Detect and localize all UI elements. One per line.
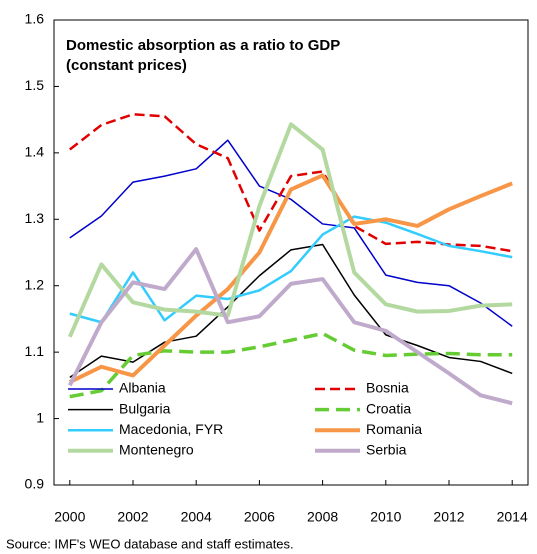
series-line — [69, 139, 513, 327]
series-line — [69, 331, 513, 399]
source-note: Source: IMF's WEO database and staff est… — [6, 536, 294, 551]
x-tick-label: 2004 — [181, 509, 212, 525]
legend-label: Bosnia — [366, 380, 409, 396]
x-tick-label: 2000 — [54, 509, 85, 525]
legend-label: Montenegro — [119, 442, 194, 458]
y-tick-label: 1.6 — [25, 11, 45, 27]
x-tick-label: 2010 — [370, 509, 401, 525]
series-line — [68, 247, 513, 406]
series-line — [67, 122, 513, 338]
y-tick-label: 1.1 — [25, 343, 45, 359]
legend-label: Croatia — [366, 400, 411, 416]
y-tick-label: 1.3 — [25, 210, 45, 226]
series-line — [69, 215, 513, 324]
y-tick-label: 1.4 — [25, 144, 45, 160]
series-line — [69, 113, 513, 253]
legend-label: Serbia — [366, 442, 407, 458]
y-tick-label: 0.9 — [25, 476, 45, 492]
legend-label: Albania — [119, 380, 166, 396]
y-tick-label: 1.2 — [25, 276, 45, 292]
series-line — [68, 173, 513, 384]
legend-label: Bulgaria — [119, 400, 171, 416]
x-tick-label: 2008 — [307, 509, 338, 525]
x-tick-label: 2014 — [497, 509, 528, 525]
x-tick-label: 2006 — [244, 509, 275, 525]
chart-title: Domestic absorption as a ratio to GDP — [66, 37, 340, 54]
y-tick-label: 1.5 — [25, 77, 45, 93]
legend-label: Macedonia, FYR — [119, 421, 223, 437]
chart-subtitle: (constant prices) — [66, 57, 187, 74]
plot-frame — [53, 19, 529, 486]
x-tick-label: 2012 — [433, 509, 464, 525]
x-tick-label: 2002 — [117, 509, 148, 525]
legend-label: Romania — [366, 421, 422, 437]
y-tick-label: 1 — [36, 409, 44, 425]
